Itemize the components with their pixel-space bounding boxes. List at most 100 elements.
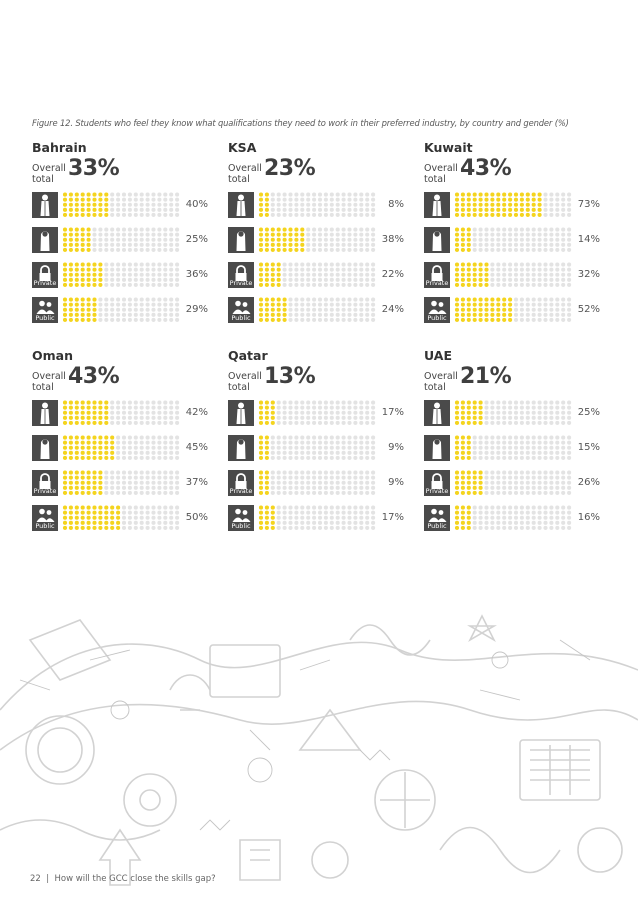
empty-dot bbox=[288, 202, 293, 207]
empty-dot bbox=[519, 267, 524, 272]
empty-dot bbox=[121, 405, 127, 410]
filled-dot bbox=[460, 267, 465, 272]
filled-dot bbox=[460, 410, 465, 415]
filled-dot bbox=[502, 312, 507, 317]
empty-dot bbox=[288, 525, 293, 530]
empty-dot bbox=[317, 415, 323, 420]
empty-dot bbox=[519, 415, 524, 420]
empty-dot bbox=[288, 297, 293, 302]
empty-dot bbox=[555, 242, 560, 247]
filled-dot bbox=[92, 515, 97, 520]
empty-dot bbox=[157, 227, 162, 232]
filled-dot bbox=[68, 515, 73, 520]
empty-dot bbox=[151, 227, 156, 232]
empty-dot bbox=[98, 302, 103, 307]
empty-dot bbox=[133, 520, 138, 525]
empty-dot bbox=[347, 400, 352, 405]
empty-dot bbox=[139, 242, 144, 247]
segment-row-public: Public 24% bbox=[228, 297, 404, 323]
empty-dot bbox=[151, 297, 156, 302]
empty-dot bbox=[353, 525, 358, 530]
empty-dot bbox=[496, 515, 501, 520]
filled-dot bbox=[62, 520, 68, 525]
filled-dot bbox=[258, 450, 264, 455]
empty-dot bbox=[329, 262, 334, 267]
empty-dot bbox=[151, 515, 156, 520]
empty-dot bbox=[353, 510, 358, 515]
empty-dot bbox=[133, 525, 138, 530]
filled-dot bbox=[466, 475, 471, 480]
empty-dot bbox=[567, 510, 572, 515]
empty-dot bbox=[472, 520, 477, 525]
filled-dot bbox=[92, 510, 97, 515]
empty-dot bbox=[116, 445, 121, 450]
empty-dot bbox=[496, 450, 501, 455]
filled-dot bbox=[92, 505, 97, 510]
empty-dot bbox=[543, 242, 548, 247]
empty-dot bbox=[341, 302, 346, 307]
filled-dot bbox=[466, 410, 471, 415]
empty-dot bbox=[341, 400, 346, 405]
filled-dot bbox=[472, 302, 477, 307]
empty-dot bbox=[543, 297, 548, 302]
empty-dot bbox=[139, 455, 144, 460]
empty-dot bbox=[371, 405, 376, 410]
filled-dot bbox=[98, 415, 103, 420]
empty-dot bbox=[306, 470, 311, 475]
dot-matrix bbox=[454, 470, 572, 495]
empty-dot bbox=[110, 302, 115, 307]
filled-dot bbox=[513, 197, 519, 202]
filled-dot bbox=[68, 435, 73, 440]
filled-dot bbox=[92, 455, 97, 460]
filled-dot bbox=[264, 242, 269, 247]
empty-dot bbox=[353, 297, 358, 302]
empty-dot bbox=[300, 420, 305, 425]
empty-dot bbox=[508, 282, 513, 287]
empty-dot bbox=[276, 505, 281, 510]
empty-dot bbox=[139, 312, 144, 317]
empty-dot bbox=[169, 405, 174, 410]
segment-icon-box bbox=[228, 400, 254, 426]
segment-percentage: 40% bbox=[185, 199, 208, 210]
empty-dot bbox=[371, 480, 376, 485]
empty-dot bbox=[496, 435, 501, 440]
empty-dot bbox=[478, 232, 483, 237]
filled-dot bbox=[496, 207, 501, 212]
segment-row-female: 9% bbox=[228, 435, 404, 461]
empty-dot bbox=[98, 242, 103, 247]
empty-dot bbox=[341, 420, 346, 425]
empty-dot bbox=[312, 197, 317, 202]
empty-dot bbox=[353, 485, 358, 490]
filled-dot bbox=[68, 282, 73, 287]
empty-dot bbox=[484, 525, 489, 530]
filled-dot bbox=[74, 475, 79, 480]
empty-dot bbox=[549, 415, 554, 420]
filled-dot bbox=[264, 515, 269, 520]
empty-dot bbox=[347, 435, 352, 440]
segment-percentage: 50% bbox=[185, 512, 208, 523]
empty-dot bbox=[145, 197, 150, 202]
empty-dot bbox=[121, 232, 127, 237]
empty-dot bbox=[329, 445, 334, 450]
empty-dot bbox=[531, 455, 536, 460]
filled-dot bbox=[276, 312, 281, 317]
empty-dot bbox=[145, 192, 150, 197]
empty-dot bbox=[525, 420, 530, 425]
empty-dot bbox=[365, 277, 370, 282]
filled-dot bbox=[86, 480, 91, 485]
filled-dot bbox=[454, 227, 460, 232]
empty-dot bbox=[306, 272, 311, 277]
empty-dot bbox=[365, 420, 370, 425]
empty-dot bbox=[282, 440, 287, 445]
filled-dot bbox=[98, 400, 103, 405]
filled-dot bbox=[502, 202, 507, 207]
empty-dot bbox=[508, 520, 513, 525]
dot-matrix bbox=[62, 400, 180, 425]
empty-dot bbox=[353, 202, 358, 207]
empty-dot bbox=[317, 212, 323, 217]
filled-dot bbox=[270, 262, 275, 267]
empty-dot bbox=[300, 445, 305, 450]
filled-dot bbox=[258, 227, 264, 232]
empty-dot bbox=[371, 420, 376, 425]
empty-dot bbox=[472, 247, 477, 252]
